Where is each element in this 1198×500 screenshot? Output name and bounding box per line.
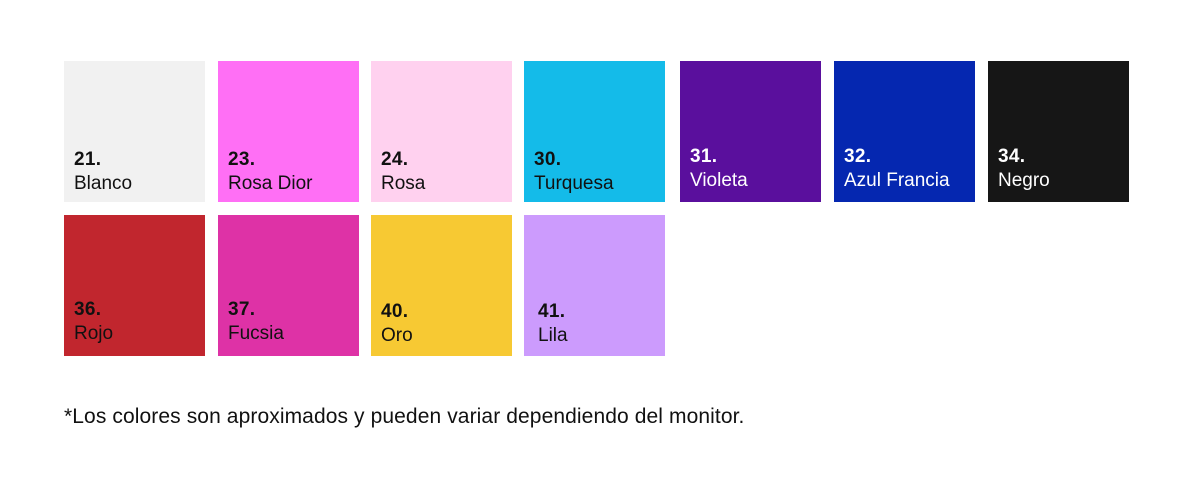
swatch-name: Lila xyxy=(538,325,568,346)
color-swatch-oro: 40. Oro xyxy=(371,215,512,356)
color-swatch-lila: 41. Lila xyxy=(524,215,665,356)
swatch-number: 34. xyxy=(998,146,1026,167)
swatch-number: 41. xyxy=(538,301,566,322)
swatch-name: Rosa xyxy=(381,173,426,194)
swatch-name: Rojo xyxy=(74,323,114,344)
color-swatch-blanco: 21. Blanco xyxy=(64,61,205,202)
color-swatch-azul-francia: 32. Azul Francia xyxy=(834,61,975,202)
swatch-number: 31. xyxy=(690,146,718,167)
swatch-number: 37. xyxy=(228,299,256,320)
swatch-name: Oro xyxy=(381,325,413,346)
color-swatch-rosa-dior: 23. Rosa Dior xyxy=(218,61,359,202)
color-swatch-violeta: 31. Violeta xyxy=(680,61,821,202)
color-swatch-negro: 34. Negro xyxy=(988,61,1129,202)
swatch-number: 40. xyxy=(381,301,409,322)
swatch-number: 23. xyxy=(228,149,256,170)
swatch-name: Azul Francia xyxy=(844,170,950,191)
swatch-name: Blanco xyxy=(74,173,133,194)
swatch-number: 24. xyxy=(381,149,409,170)
swatch-name: Violeta xyxy=(690,170,748,191)
color-swatch-turquesa: 30. Turquesa xyxy=(524,61,665,202)
swatch-number: 36. xyxy=(74,299,102,320)
color-swatch-fucsia: 37. Fucsia xyxy=(218,215,359,356)
swatch-name: Turquesa xyxy=(534,173,614,194)
swatch-number: 32. xyxy=(844,146,872,167)
swatch-name: Fucsia xyxy=(228,323,284,344)
swatch-number: 21. xyxy=(74,149,102,170)
color-swatch-rojo: 36. Rojo xyxy=(64,215,205,356)
swatch-number: 30. xyxy=(534,149,562,170)
swatch-name: Negro xyxy=(998,170,1050,191)
color-swatch-rosa: 24. Rosa xyxy=(371,61,512,202)
disclaimer-note: *Los colores son aproximados y pueden va… xyxy=(64,405,745,428)
swatch-name: Rosa Dior xyxy=(228,173,313,194)
